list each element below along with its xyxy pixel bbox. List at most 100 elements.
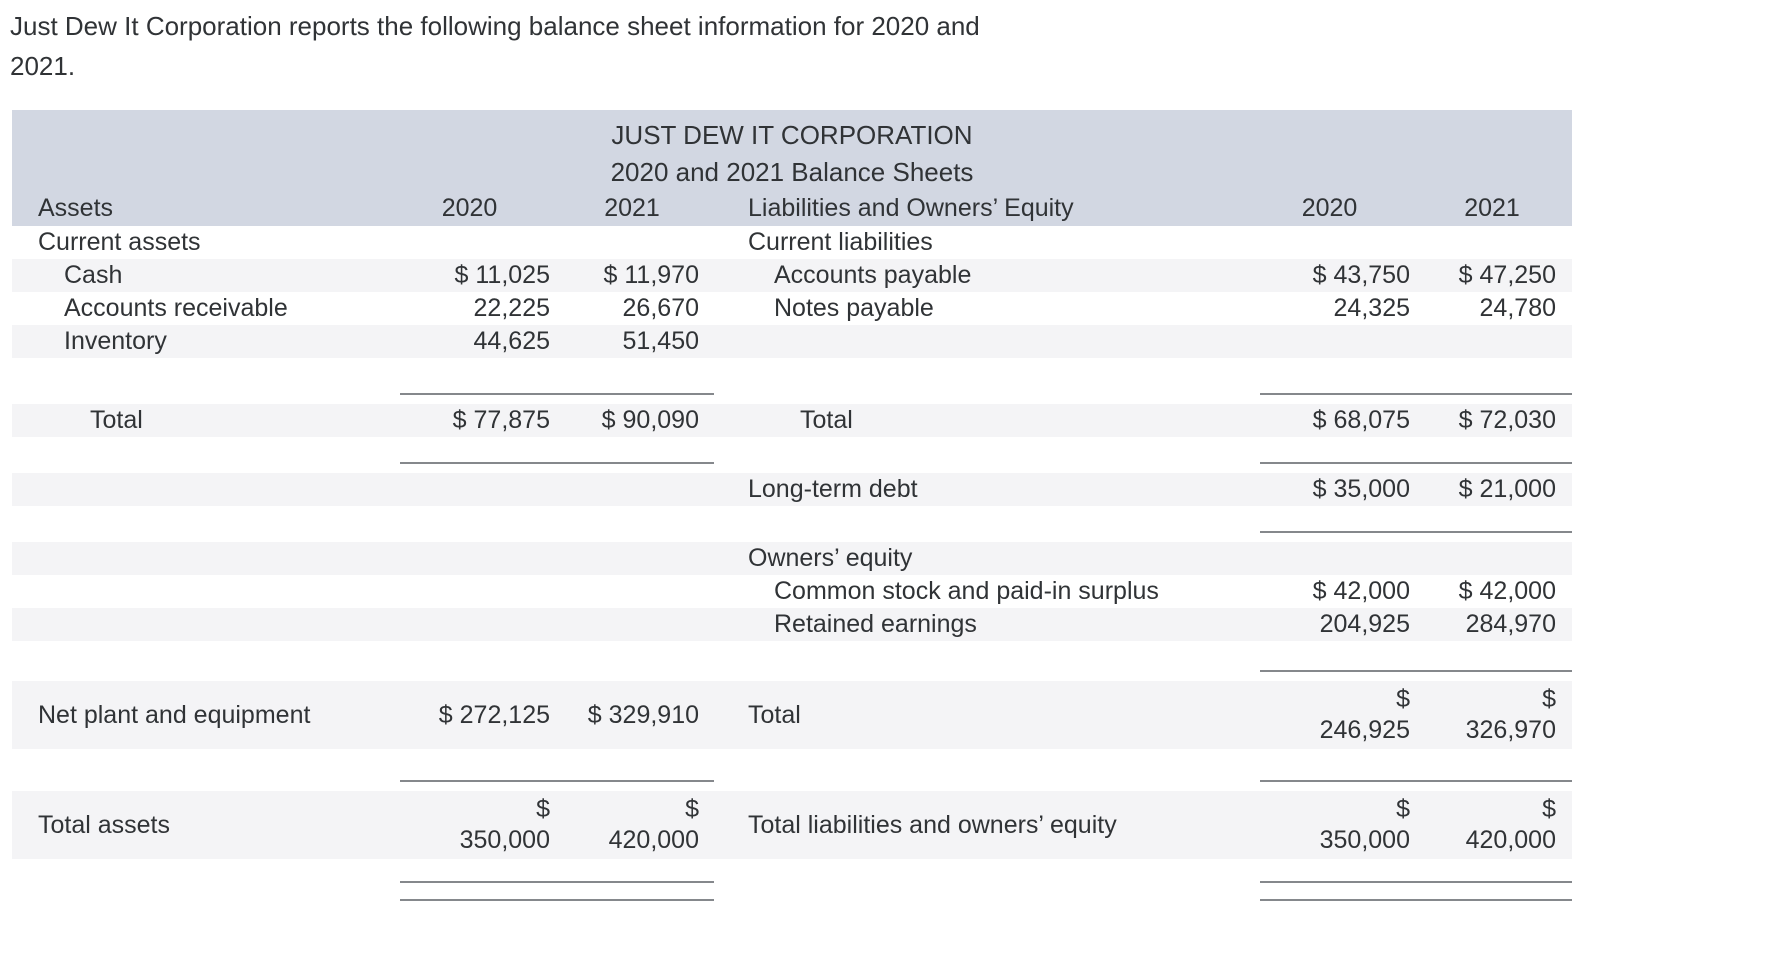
column-header-assets-2020: 2020	[441, 193, 498, 222]
spacer-row	[12, 437, 1572, 473]
column-header-liabilities: Liabilities and Owners’ Equity	[748, 193, 1074, 222]
accounts-receivable-2020-value: 22,225	[473, 294, 550, 322]
table-subtitle: 2020 and 2021 Balance Sheets	[610, 157, 974, 187]
rule-right	[1260, 531, 1572, 533]
table-row: Long-term debt $ 35,000 $ 21,000	[12, 473, 1572, 506]
rule-right	[1260, 670, 1572, 672]
amount-line: $	[1542, 685, 1556, 713]
total-liabilities-and-owners-equity-label: Total liabilities and owners’ equity	[748, 810, 1117, 839]
rule-right	[1260, 393, 1572, 395]
amount-line: 326,970	[1465, 716, 1556, 744]
total-assets-2020-value: $350,000	[382, 791, 557, 859]
intro-text: Just Dew It Corporation reports the foll…	[10, 6, 980, 86]
column-header-assets: Assets	[38, 193, 114, 222]
accounts-receivable-label: Accounts receivable	[64, 294, 288, 322]
total-liabilities-and-owners-equity-2021-value: $420,000	[1412, 791, 1572, 859]
table-row: Inventory 44,625 51,450	[12, 325, 1572, 358]
net-plant-and-equipment-2020-value: $ 272,125	[438, 700, 550, 729]
rule-right	[1260, 780, 1572, 782]
accounts-payable-2020-value: $ 43,750	[1312, 261, 1410, 289]
amount-line: $	[536, 795, 550, 823]
cash-label: Cash	[64, 261, 123, 289]
inventory-2021-value: 51,450	[622, 327, 699, 355]
current-liabilities-label: Current liabilities	[748, 228, 933, 256]
spacer-row	[12, 506, 1572, 542]
total-label: Total	[800, 406, 853, 434]
total-2020-value: $246,925	[1247, 681, 1412, 749]
net-plant-and-equipment-label: Net plant and equipment	[38, 700, 311, 729]
amount-line: $	[1396, 795, 1410, 823]
amount-line: 350,000	[459, 826, 550, 854]
table-title: JUST DEW IT CORPORATION	[611, 120, 973, 150]
current-assets-label: Current assets	[38, 228, 201, 256]
spacer-row	[12, 749, 1572, 791]
total-2021-value: $326,970	[1412, 681, 1572, 749]
amount-line: 420,000	[608, 826, 699, 854]
common-stock-and-paid-in-surplus-2020-value: $ 42,000	[1312, 577, 1410, 605]
accounts-payable-2021-value: $ 47,250	[1458, 261, 1556, 289]
retained-earnings-2021-value: 284,970	[1465, 610, 1556, 638]
notes-payable-label: Notes payable	[774, 294, 934, 322]
intro-line-2: 2021.	[10, 51, 76, 81]
inventory-2020-value: 44,625	[473, 327, 550, 355]
rule-left	[400, 780, 714, 782]
balance-sheet-table: JUST DEW IT CORPORATION 2020 and 2021 Ba…	[12, 110, 1572, 915]
total-2020-value: $ 68,075	[1312, 406, 1410, 434]
total-2020-value: $ 77,875	[452, 406, 550, 434]
accounts-receivable-2021-value: 26,670	[622, 294, 699, 322]
double-rule-right	[1260, 881, 1572, 883]
table-row: Cash $ 11,025 $ 11,970 Accounts payable $ 43…	[12, 259, 1572, 292]
long-term-debt-2020-value: $ 35,000	[1312, 475, 1410, 503]
column-header-liabilities-2021: 2021	[1464, 193, 1520, 222]
cash-2020-value: $ 11,025	[454, 261, 550, 289]
table-row: Retained earnings 204,925 284,970	[12, 608, 1572, 641]
net-plant-and-equipment-2021-value: $ 329,910	[587, 700, 699, 729]
total-2021-value: $ 72,030	[1458, 406, 1556, 434]
amount-line: 350,000	[1319, 826, 1410, 854]
column-header-assets-2021: 2021	[604, 193, 660, 222]
rule-left	[400, 393, 714, 395]
amount-line: $	[685, 795, 699, 823]
common-stock-and-paid-in-surplus-label: Common stock and paid-in surplus	[774, 577, 1159, 605]
spacer-row	[12, 358, 1572, 404]
table-row: Common stock and paid-in surplus $ 42,000…	[12, 575, 1572, 608]
notes-payable-2021-value: 24,780	[1479, 294, 1556, 322]
amount-line: $	[1396, 685, 1410, 713]
common-stock-and-paid-in-surplus-2021-value: $ 42,000	[1458, 577, 1556, 605]
total-assets-2021-value: $420,000	[557, 791, 707, 859]
table-body: Current assets Current liabilities Cash $ 1…	[12, 226, 1572, 915]
spacer-row	[12, 859, 1572, 915]
total-label: Total	[748, 700, 801, 729]
table-row: Net plant and equipment $ 272,125 $ 329,91…	[12, 681, 1572, 749]
double-rule-right	[1260, 899, 1572, 901]
rule-right	[1260, 462, 1572, 464]
accounts-payable-label: Accounts payable	[774, 261, 972, 289]
table-row: Total assets $350,000 $420,000 Total liabil…	[12, 791, 1572, 859]
column-header-row: Assets 2020 2021 Liabilities and Owners’…	[12, 190, 1572, 226]
total-2021-value: $ 90,090	[601, 406, 699, 434]
total-liabilities-and-owners-equity-2020-value: $350,000	[1247, 791, 1412, 859]
long-term-debt-2021-value: $ 21,000	[1458, 475, 1556, 503]
amount-line: 420,000	[1465, 826, 1556, 854]
amount-line: 246,925	[1319, 716, 1410, 744]
table-row: Current assets Current liabilities	[12, 226, 1572, 259]
table-row: Owners’ equity	[12, 542, 1572, 575]
inventory-label: Inventory	[64, 327, 167, 355]
owners-equity-label: Owners’ equity	[748, 544, 913, 572]
double-rule-left	[400, 899, 714, 901]
spacer-row	[12, 641, 1572, 681]
column-header-liabilities-2020: 2020	[1301, 193, 1358, 222]
retained-earnings-label: Retained earnings	[774, 610, 977, 638]
intro-line-1: Just Dew It Corporation reports the foll…	[10, 11, 980, 41]
table-row: Total $ 77,875 $ 90,090 Total $ 68,075 $ 72,0…	[12, 404, 1572, 437]
notes-payable-2020-value: 24,325	[1333, 294, 1410, 322]
long-term-debt-label: Long-term debt	[748, 475, 918, 503]
rule-left	[400, 462, 714, 464]
table-header-band: JUST DEW IT CORPORATION 2020 and 2021 Ba…	[12, 110, 1572, 226]
table-row: Accounts receivable 22,225 26,670 Notes pay…	[12, 292, 1572, 325]
retained-earnings-2020-value: 204,925	[1319, 610, 1410, 638]
amount-line: $	[1542, 795, 1556, 823]
cash-2021-value: $ 11,970	[603, 261, 699, 289]
total-assets-label: Total assets	[38, 810, 171, 839]
